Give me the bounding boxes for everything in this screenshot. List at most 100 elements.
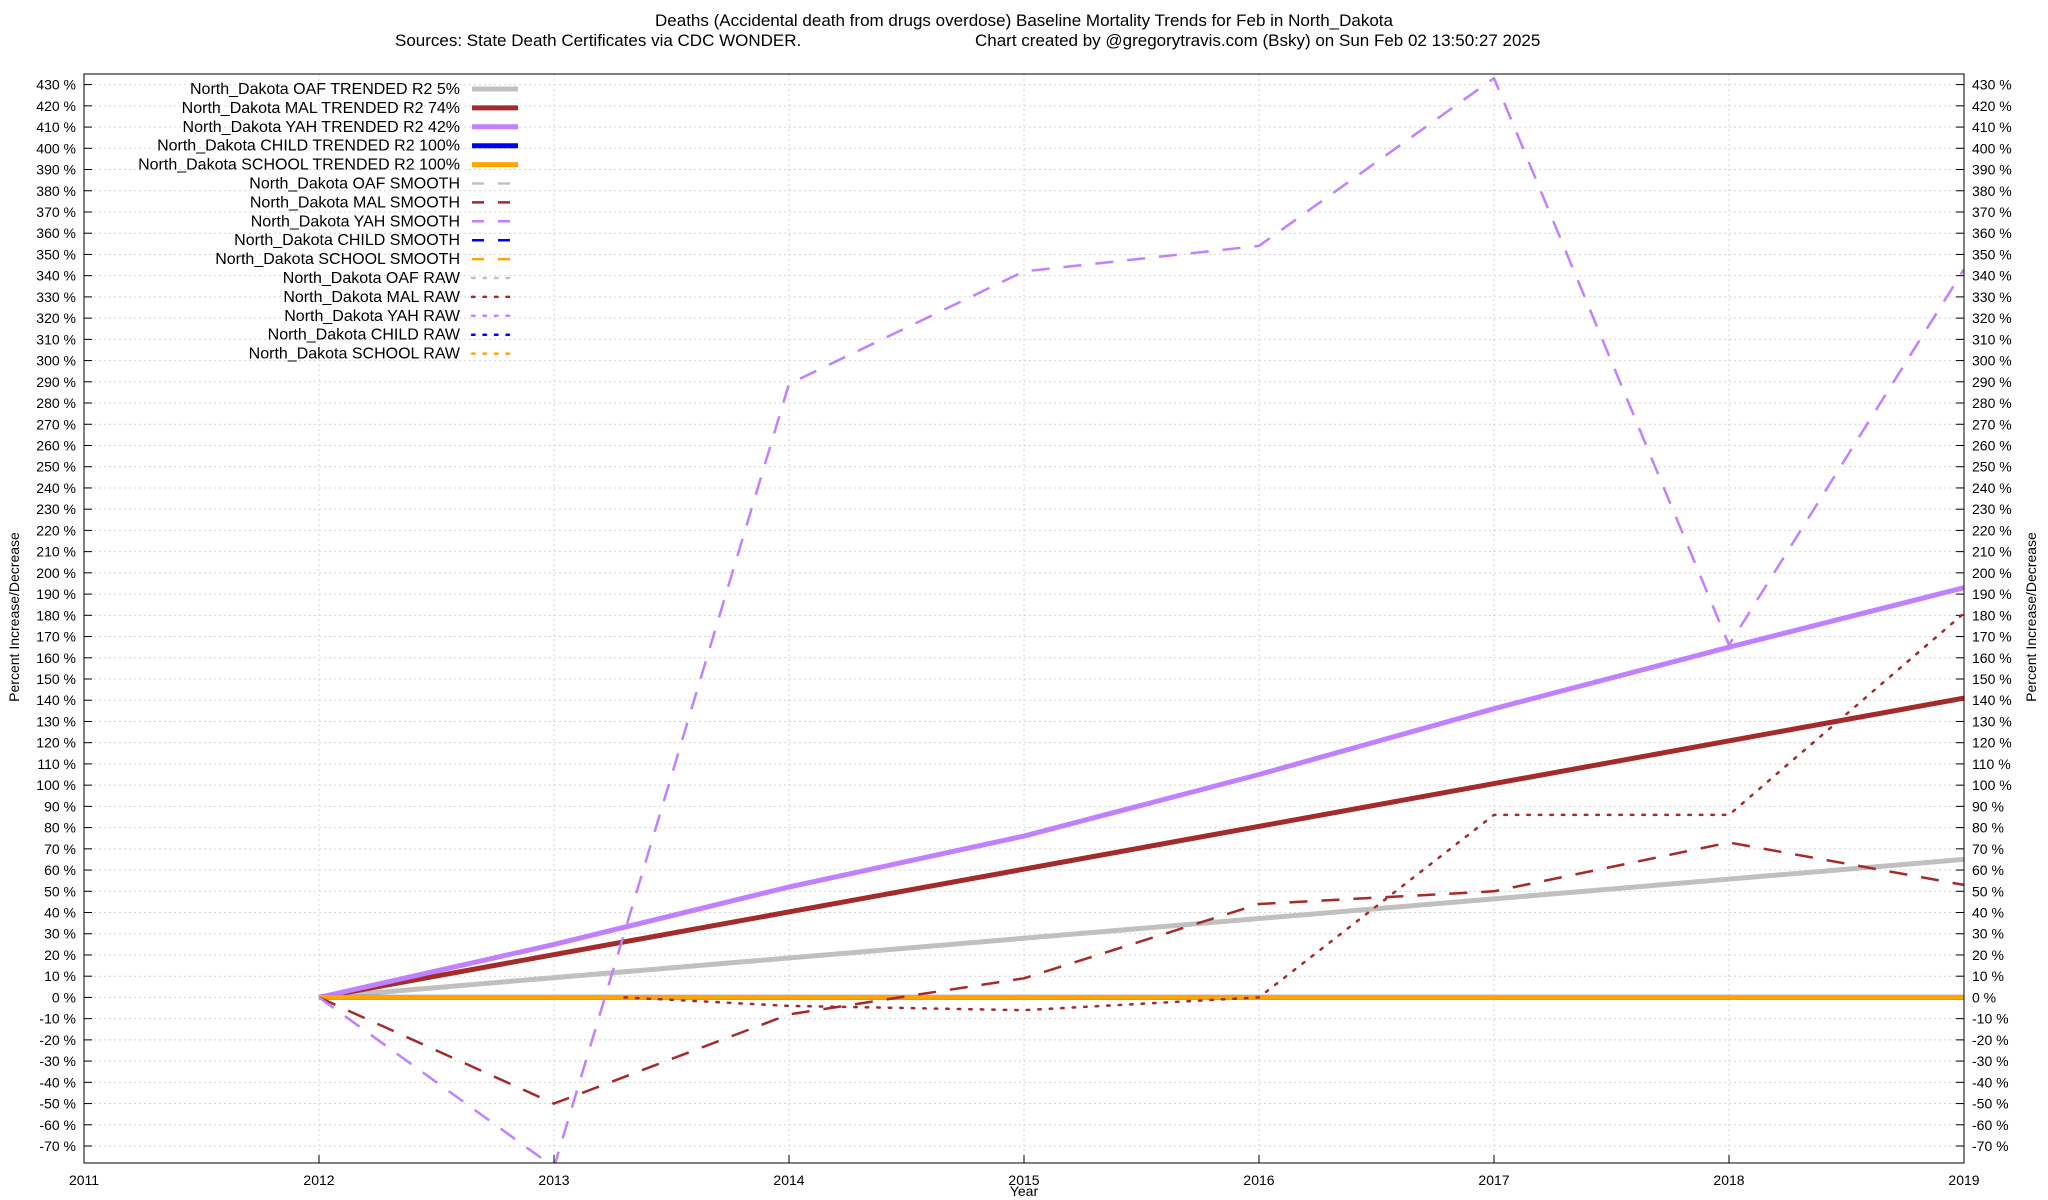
legend-label-8: North_Dakota CHILD SMOOTH: [234, 232, 460, 249]
x-tick-label: 2012: [303, 1172, 334, 1188]
y-tick-label: 230 %: [36, 501, 76, 517]
y2-tick-label: 370 %: [1972, 204, 2012, 220]
y-tick-label: 120 %: [36, 735, 76, 751]
y2-tick-label: 200 %: [1972, 565, 2012, 581]
y-tick-label: 300 %: [36, 353, 76, 369]
y2-tick-label: 350 %: [1972, 246, 2012, 262]
y-tick-label: 250 %: [36, 459, 76, 475]
y-tick-label: 200 %: [36, 565, 76, 581]
y2-tick-label: 70 %: [1972, 841, 2004, 857]
y2-tick-label: 380 %: [1972, 183, 2012, 199]
legend-label-5: North_Dakota OAF SMOOTH: [249, 176, 460, 193]
y-tick-label: 290 %: [36, 374, 76, 390]
y2-tick-label: -30 %: [1972, 1053, 2009, 1069]
y-tick-label: 400 %: [36, 140, 76, 156]
x-tick-label: 2016: [1243, 1172, 1274, 1188]
y2-tick-label: 210 %: [1972, 544, 2012, 560]
y-tick-label: 340 %: [36, 268, 76, 284]
chart-subtitle-credit: Chart created by @gregorytravis.com (Bsk…: [975, 31, 1540, 50]
x-tick-label: 2015: [1008, 1172, 1039, 1188]
y-tick-label: -30 %: [39, 1053, 76, 1069]
y-tick-label: 180 %: [36, 607, 76, 623]
axis-ticks: -70 % -70 % -60 % -60 % -50 % -50 % -40 % -40 %…: [36, 77, 2011, 1188]
y2-tick-label: 320 %: [1972, 310, 2012, 326]
x-tick-label: 2014: [773, 1172, 804, 1188]
chart-title: Deaths (Accidental death from drugs over…: [655, 11, 1394, 30]
series-line-0: [318, 856, 1964, 1000]
y2-tick-label: 160 %: [1972, 650, 2012, 666]
series-line-6: [318, 841, 1964, 1105]
y2-tick-label: -40 %: [1972, 1074, 2009, 1090]
y2-tick-label: -10 %: [1972, 1011, 2009, 1027]
y-tick-label: 170 %: [36, 629, 76, 645]
y-tick-label: 210 %: [36, 544, 76, 560]
y-tick-label: 90 %: [44, 798, 76, 814]
y-tick-label: 420 %: [36, 98, 76, 114]
y2-tick-label: 360 %: [1972, 225, 2012, 241]
y-tick-label: 360 %: [36, 225, 76, 241]
legend-label-14: North_Dakota SCHOOL RAW: [249, 346, 461, 363]
legend-label-9: North_Dakota SCHOOL SMOOTH: [215, 251, 460, 268]
y2-axis-label: Percent Increase/Decrease: [2023, 532, 2039, 702]
y-tick-label: 350 %: [36, 246, 76, 262]
y-tick-label: 260 %: [36, 437, 76, 453]
y-tick-label: 20 %: [44, 947, 76, 963]
y2-tick-label: 270 %: [1972, 416, 2012, 432]
y-tick-label: 150 %: [36, 671, 76, 687]
y-tick-label: 40 %: [44, 905, 76, 921]
y2-tick-label: -70 %: [1972, 1138, 2009, 1154]
y-tick-label: -20 %: [39, 1032, 76, 1048]
y2-tick-label: 120 %: [1972, 735, 2012, 751]
legend-label-11: North_Dakota MAL RAW: [283, 289, 461, 306]
y2-tick-label: 400 %: [1972, 140, 2012, 156]
y2-tick-label: 330 %: [1972, 289, 2012, 305]
y2-tick-label: 250 %: [1972, 459, 2012, 475]
y-tick-label: 270 %: [36, 416, 76, 432]
y2-tick-label: 420 %: [1972, 98, 2012, 114]
legend-label-7: North_Dakota YAH SMOOTH: [251, 213, 460, 230]
chart-subtitle-source: Sources: State Death Certificates via CD…: [395, 31, 801, 50]
y2-tick-label: 260 %: [1972, 437, 2012, 453]
y2-tick-label: 310 %: [1972, 331, 2012, 347]
y-axis-label: Percent Increase/Decrease: [6, 532, 22, 702]
y-tick-label: -70 %: [39, 1138, 76, 1154]
x-tick-label: 2019: [1948, 1172, 1979, 1188]
y-tick-label: -60 %: [39, 1117, 76, 1133]
series-line-2: [318, 585, 1964, 1000]
y2-tick-label: 430 %: [1972, 77, 2012, 93]
y2-tick-label: 60 %: [1972, 862, 2004, 878]
series-line-11: [623, 611, 1964, 1012]
y2-tick-label: 90 %: [1972, 798, 2004, 814]
y-tick-label: 280 %: [36, 395, 76, 411]
y2-tick-label: 150 %: [1972, 671, 2012, 687]
y-tick-label: 370 %: [36, 204, 76, 220]
y2-tick-label: 390 %: [1972, 162, 2012, 178]
y2-tick-label: 180 %: [1972, 607, 2012, 623]
y-tick-label: 80 %: [44, 820, 76, 836]
y-tick-label: 310 %: [36, 331, 76, 347]
y2-tick-label: 40 %: [1972, 905, 2004, 921]
legend-label-1: North_Dakota MAL TRENDED R2 74%: [182, 100, 460, 117]
legend-label-13: North_Dakota CHILD RAW: [268, 327, 461, 344]
y2-tick-label: 0 %: [1972, 989, 1996, 1005]
y-tick-label: -40 %: [39, 1074, 76, 1090]
x-tick-label: 2013: [538, 1172, 569, 1188]
y2-tick-label: 220 %: [1972, 522, 2012, 538]
y2-tick-label: 300 %: [1972, 353, 2012, 369]
y2-tick-label: 100 %: [1972, 777, 2012, 793]
plot-frame: [83, 73, 1965, 1164]
y2-tick-label: 290 %: [1972, 374, 2012, 390]
legend: North_Dakota OAF TRENDED R2 5% North_Dako…: [138, 81, 520, 363]
y-tick-label: -10 %: [39, 1011, 76, 1027]
y2-tick-label: 20 %: [1972, 947, 2004, 963]
y2-tick-label: 410 %: [1972, 119, 2012, 135]
x-tick-label: 2011: [69, 1172, 99, 1188]
y2-tick-label: 280 %: [1972, 395, 2012, 411]
legend-label-0: North_Dakota OAF TRENDED R2 5%: [190, 81, 460, 98]
y-tick-label: 10 %: [44, 968, 76, 984]
x-tick-label: 2018: [1713, 1172, 1744, 1188]
y-tick-label: 110 %: [37, 756, 76, 772]
y-tick-label: 320 %: [36, 310, 76, 326]
y-tick-label: 410 %: [36, 119, 76, 135]
